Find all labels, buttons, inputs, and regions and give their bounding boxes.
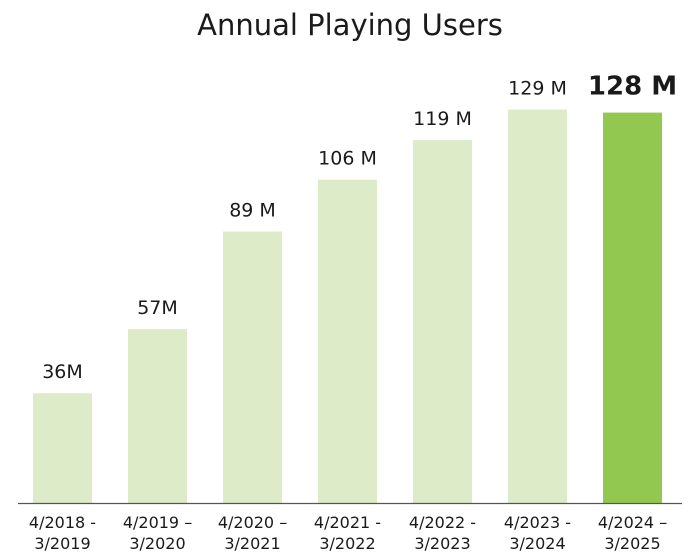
category-label-5-line-0: 4/2023 - bbox=[504, 513, 571, 532]
value-label-5: 129 M bbox=[508, 78, 567, 100]
bar-0 bbox=[33, 393, 92, 503]
value-label-3: 106 M bbox=[318, 148, 377, 170]
category-label-5-line-1: 3/2024 bbox=[509, 534, 565, 553]
value-label-1: 57M bbox=[137, 297, 178, 319]
category-label-2-line-1: 3/2021 bbox=[224, 534, 280, 553]
category-label-1-line-1: 3/2020 bbox=[129, 534, 185, 553]
bar-4 bbox=[413, 140, 472, 503]
value-label-4: 119 M bbox=[413, 108, 472, 130]
value-label-6: 128 M bbox=[588, 72, 677, 102]
category-label-0-line-0: 4/2018 - bbox=[29, 513, 96, 532]
category-label-1-line-0: 4/2019 – bbox=[123, 513, 192, 532]
category-label-0-line-1: 3/2019 bbox=[34, 534, 90, 553]
category-label-4-line-0: 4/2022 - bbox=[409, 513, 476, 532]
bar-3 bbox=[318, 180, 377, 503]
bar-6 bbox=[603, 113, 662, 503]
category-label-6-line-0: 4/2024 – bbox=[598, 513, 667, 532]
value-label-0: 36M bbox=[42, 361, 83, 383]
category-label-3-line-0: 4/2021 - bbox=[314, 513, 381, 532]
category-label-6-line-1: 3/2025 bbox=[604, 534, 660, 553]
category-label-2-line-0: 4/2020 – bbox=[218, 513, 287, 532]
value-label-2: 89 M bbox=[229, 200, 276, 222]
bar-1 bbox=[128, 329, 187, 503]
category-label-4-line-1: 3/2023 bbox=[414, 534, 470, 553]
bar-2 bbox=[223, 232, 282, 503]
category-label-3-line-1: 3/2022 bbox=[319, 534, 375, 553]
bar-5 bbox=[508, 110, 567, 503]
